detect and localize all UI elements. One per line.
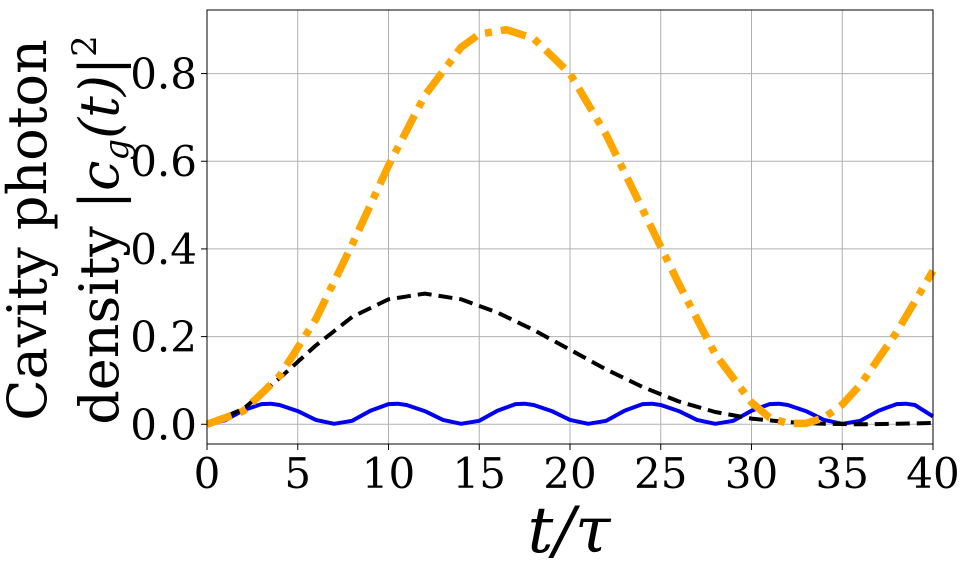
y-axis-label-line2: density |cg(t)|2	[65, 35, 137, 425]
x-tick-label: 15	[453, 449, 506, 498]
x-tick-label: 5	[284, 449, 311, 498]
x-tick-label: 20	[543, 449, 596, 498]
x-tick-label: 30	[725, 449, 778, 498]
y-tick-label: 0.0	[130, 400, 197, 449]
y-axis-label-tail: (t)|	[68, 57, 131, 139]
y-axis-ticks: 0.0 0.2 0.4 0.6 0.8	[130, 50, 207, 449]
y-axis-label-prefix: density	[68, 209, 131, 425]
series-line-dashdot	[205, 25, 937, 428]
y-axis-label-math: |c	[68, 161, 131, 209]
y-tick-label: 0.6	[130, 137, 197, 186]
x-axis-ticks: 0 5 10 15 20 25 30 35 40	[194, 444, 960, 498]
x-tick-label: 40	[906, 449, 959, 498]
y-axis-label-sup: 2	[65, 35, 105, 57]
y-tick-label: 0.8	[130, 50, 197, 99]
y-axis-label-line1: Cavity photon	[0, 39, 59, 421]
y-axis-label-sub: g	[97, 139, 137, 161]
x-tick-label: 0	[194, 449, 221, 498]
y-tick-label: 0.2	[130, 313, 197, 362]
y-tick-label: 0.4	[130, 225, 197, 274]
x-axis-label: t/τ	[528, 494, 612, 567]
series-line-solid	[206, 401, 935, 427]
x-tick-label: 10	[362, 449, 415, 498]
x-tick-label: 25	[634, 449, 687, 498]
x-tick-label: 35	[816, 449, 869, 498]
series-group	[205, 25, 937, 428]
